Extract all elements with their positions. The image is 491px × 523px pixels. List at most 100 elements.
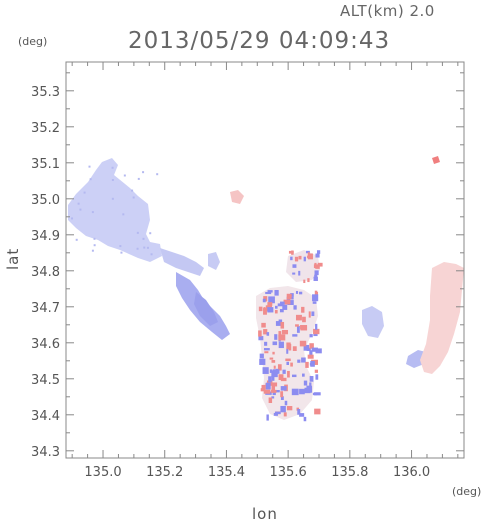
echo-speckle [296,325,300,333]
echo-speckle [142,171,145,174]
echo-speckle [266,332,270,336]
y-tick-label: 35.3 [31,85,60,100]
x-tick-label: 135.4 [208,465,245,480]
echo-speckle [267,290,273,293]
x-tick-label: 135.6 [270,465,307,480]
echo-speckle [278,374,284,381]
echo-speckle [136,231,139,234]
echo-speckle [299,291,303,295]
echo-speckle [292,374,297,378]
echo-speckle [274,390,280,393]
echo-speckle [298,270,301,276]
echo-speckle [93,244,96,247]
echo-speckles [71,165,323,422]
echo-speckle [286,342,291,350]
y-unit-label: (deg) [18,35,48,48]
x-tick-label: 136.0 [393,465,430,480]
echo-speckle [272,369,276,372]
echo-speckle [281,329,289,335]
echo-speckle [309,334,313,338]
x-unit-label: (deg) [452,485,482,498]
echo-east-small [362,306,384,338]
echo-speckle [271,370,278,378]
echo-speckle [292,272,296,275]
echo-speckle [265,382,271,390]
echo-speckle [123,174,126,177]
y-tick-label: 34.5 [31,373,60,388]
echo-speckle [301,306,305,313]
echo-speckle [315,323,318,330]
echo-speckle [283,412,287,417]
echo-speckle [297,408,301,415]
echo-speckle [89,178,92,181]
echo-speckle [290,362,293,367]
echo-speckle [272,341,278,346]
echo-speckle [312,294,319,302]
echo-speckle [136,247,139,250]
timestamp-title: 2013/05/29 04:09:43 [128,28,391,54]
echo-speckle [278,331,282,338]
echo-speckle [295,314,302,321]
echo-speckle [286,293,292,300]
echo-speckle [290,256,293,261]
echo-speckle [291,388,299,396]
echo-speckle [274,305,278,309]
echo-speckle [77,202,80,205]
echo-west-region [68,158,162,262]
echo-speckle [303,380,308,386]
echo-speckle [275,321,281,326]
echo-speckle [313,328,320,335]
echo-speckle [308,253,313,257]
echo-speckle [286,406,293,411]
echo-speckle [285,358,291,362]
echo-speckle [277,303,284,307]
echo-speckle [291,250,294,255]
echo-speckle [278,334,286,341]
echo-speckle [269,357,274,360]
echo-speckle [293,305,297,310]
echo-speckle [299,340,307,347]
echo-speckle [280,396,284,400]
echo-east-blob [406,350,426,368]
echo-speckle [71,217,74,220]
echo-speckle [315,266,320,269]
echo-speckle [274,369,280,374]
echo-speckle [261,384,266,390]
echo-speckle [271,382,278,387]
echo-speckle [264,341,268,346]
echo-speckle [258,336,264,341]
echo-speckle [315,253,320,258]
echo-speckle [271,384,276,392]
echo-speckle [302,316,306,323]
echo-speckle [307,278,310,283]
echo-speckle [259,353,264,359]
echo-northeast-dot [432,156,440,164]
echo-speckle [265,291,272,295]
echo-speckle [301,357,306,363]
echo-speckle [310,360,315,367]
echo-speckle [317,262,323,267]
echo-speckle [262,298,266,303]
echo-speckle [261,322,266,328]
echo-speckle [308,256,313,260]
echo-east-edge [420,262,464,374]
echo-speckle [279,309,284,313]
echo-blob-mid [208,252,220,270]
velocity-field [68,156,464,420]
echo-speckle [271,360,276,363]
x-tick-label: 135.2 [146,465,183,480]
echo-speckle [303,416,307,422]
echo-speckle [299,388,305,395]
x-axis-label: lon [252,505,278,523]
echo-speckle [111,197,114,200]
echo-speckle [307,354,314,359]
echo-speckle [132,196,135,199]
echo-speckle [303,344,310,351]
echo-speckle [267,307,274,313]
echo-speckle [131,189,134,192]
echo-speckle [156,173,159,176]
x-tick-label: 135.0 [84,465,121,480]
echo-speckle [300,325,307,330]
echo-speckle [271,396,275,399]
